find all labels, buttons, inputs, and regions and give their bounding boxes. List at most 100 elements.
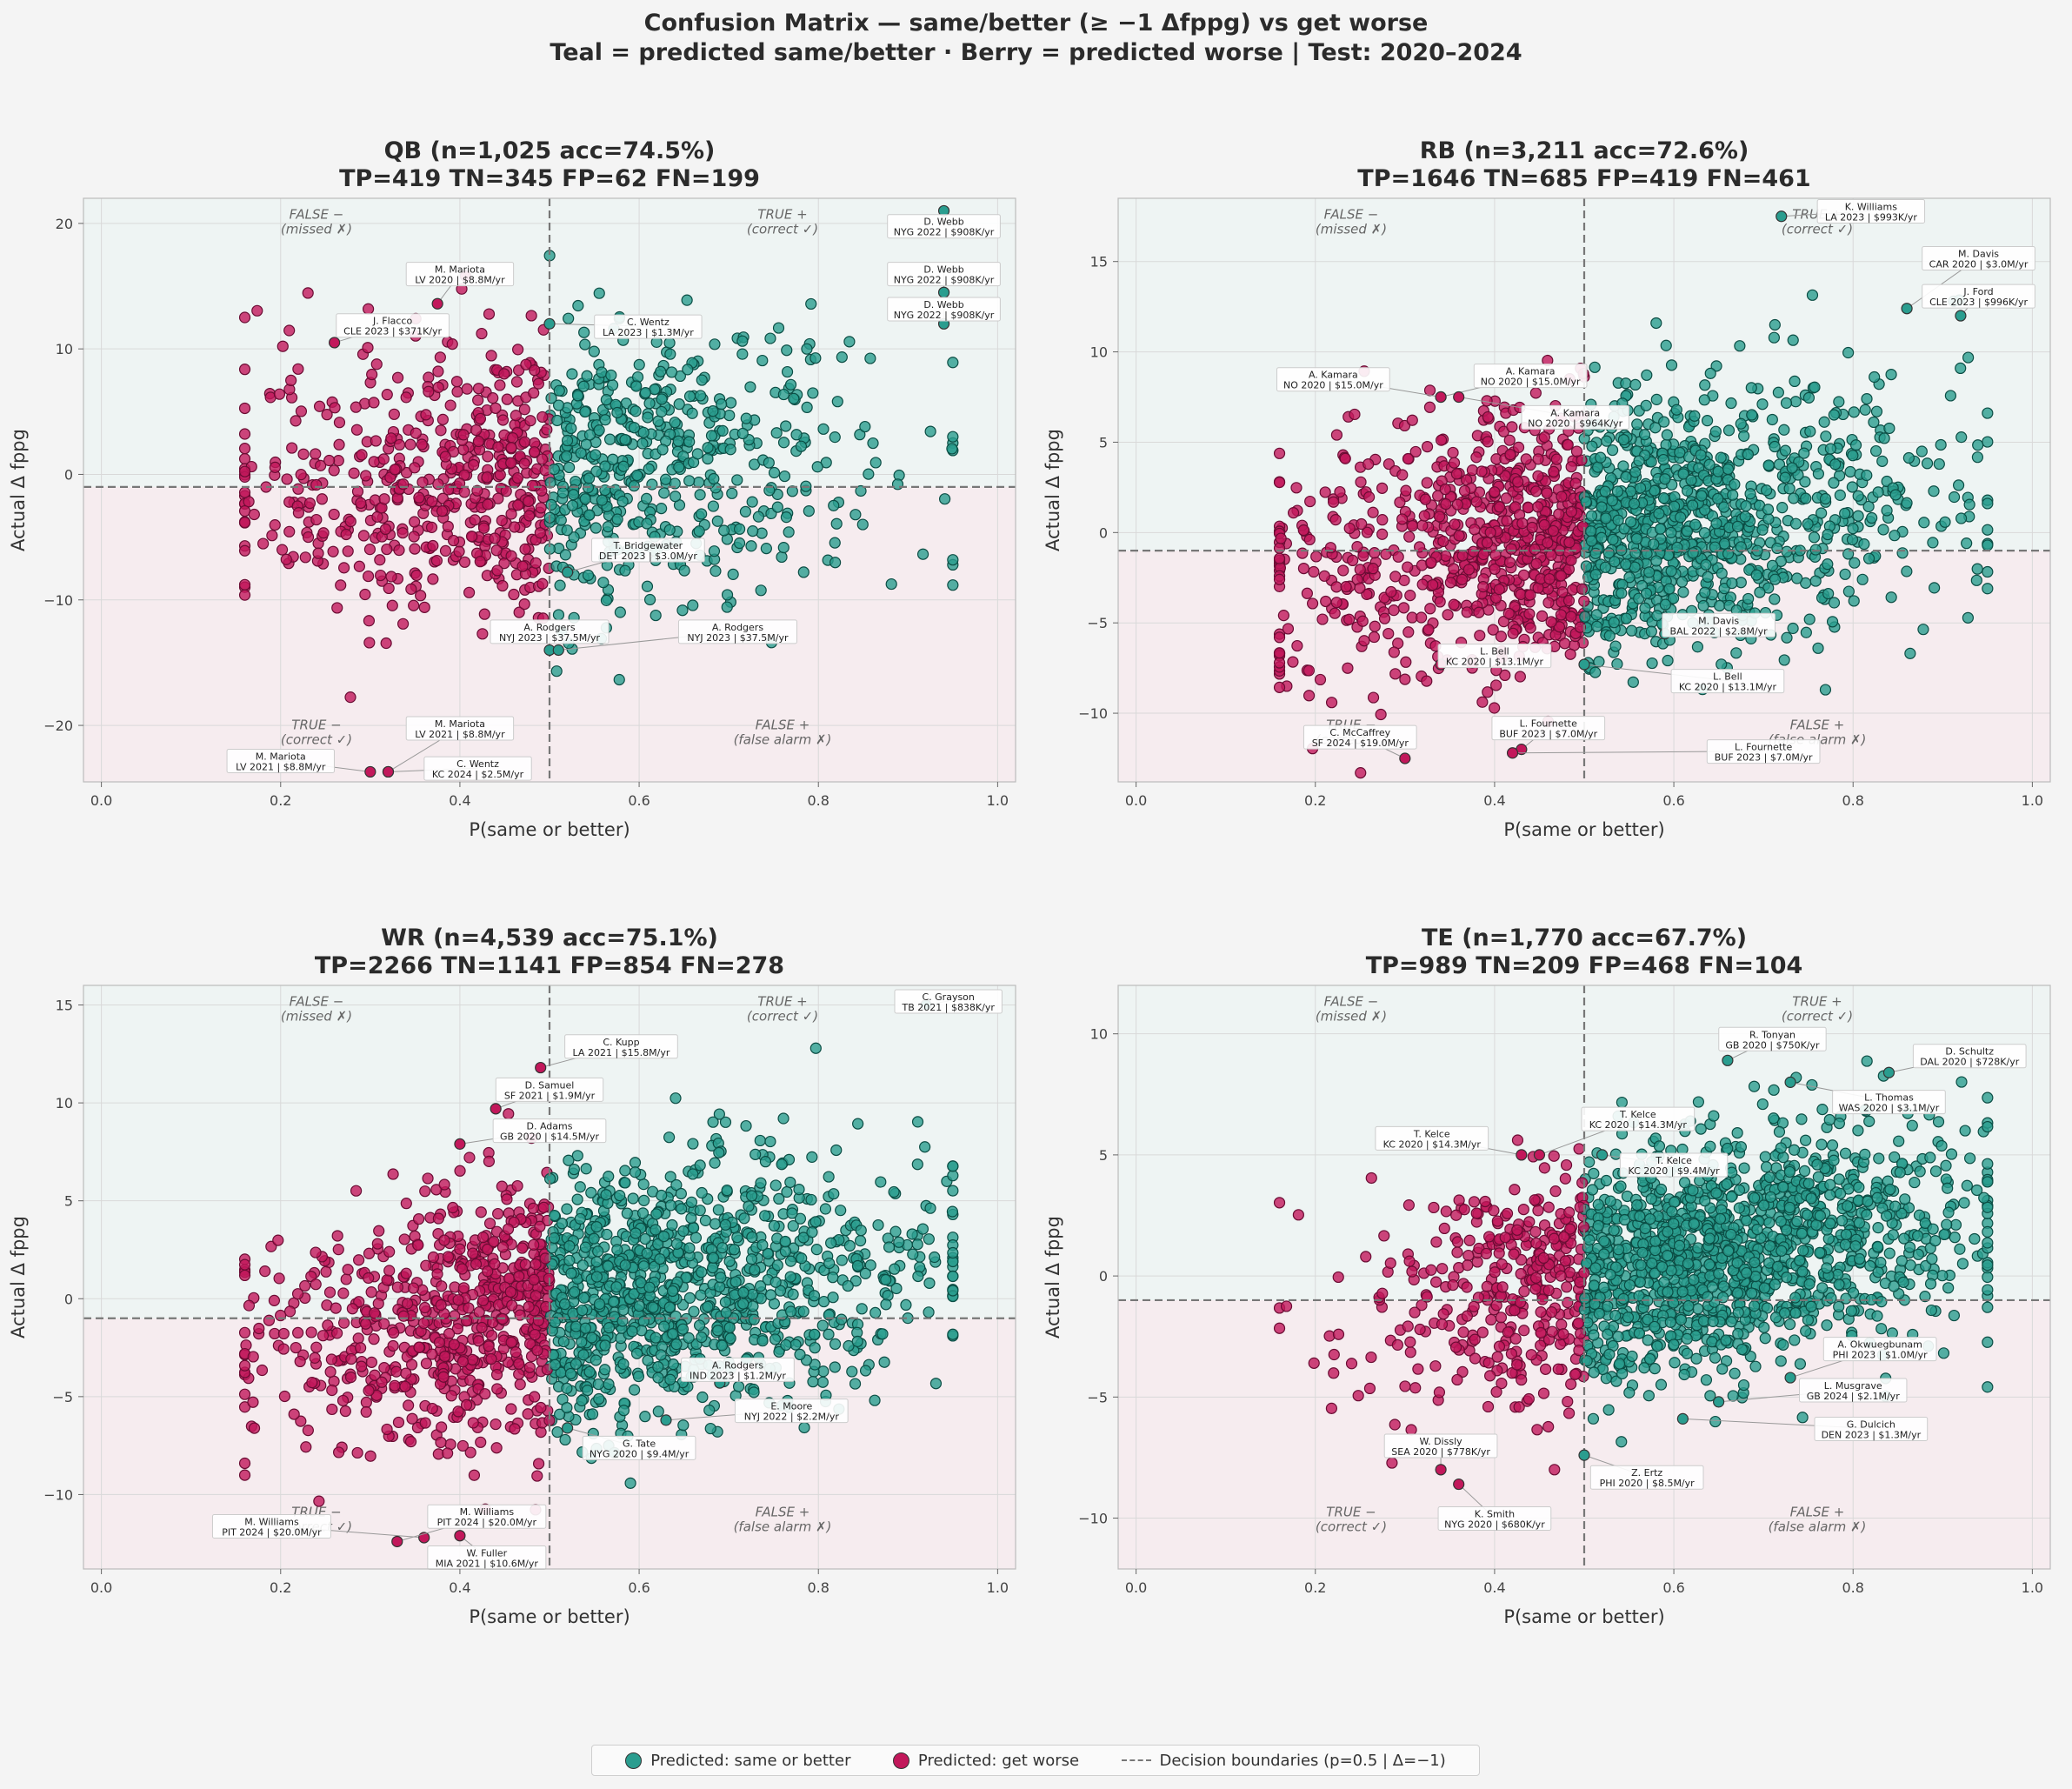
point-teal <box>836 1254 848 1266</box>
point-teal <box>747 525 759 537</box>
annotation-detail: PIT 2024 | $20.0M/yr <box>437 1517 537 1528</box>
point-berry <box>501 1193 513 1205</box>
point-berry <box>535 502 547 514</box>
quadrant-label-true-pos: (correct ✓) <box>1782 221 1853 237</box>
panel-subtitle: TP=1646 TN=685 FP=419 FN=461 <box>1357 165 1810 192</box>
point-teal <box>1599 485 1611 497</box>
point-teal <box>1734 340 1746 352</box>
annotation-name: L. Fournette <box>1520 718 1577 730</box>
point-teal <box>576 1336 588 1348</box>
point-teal <box>1648 538 1660 551</box>
point-berry <box>1273 573 1286 585</box>
point-teal <box>707 500 719 512</box>
point-berry <box>1474 630 1486 642</box>
point-berry <box>381 1274 393 1286</box>
scatter-chart: WR (n=4,539 acc=75.1%)TP=2266 TN=1141 FP… <box>8 925 1016 1627</box>
point-teal <box>1659 598 1672 611</box>
point-teal <box>1645 625 1657 637</box>
point-berry <box>518 404 530 416</box>
point-teal <box>947 554 959 566</box>
point-teal <box>755 1177 767 1189</box>
point-berry <box>492 1207 504 1220</box>
point-berry <box>342 1264 354 1276</box>
point-teal <box>1639 602 1651 614</box>
point-berry <box>374 554 386 566</box>
point-berry <box>527 1202 539 1214</box>
point-teal <box>1769 440 1781 453</box>
point-berry <box>1489 702 1501 714</box>
annotation-box <box>405 716 515 741</box>
point-teal <box>590 522 602 534</box>
point-teal <box>830 1144 843 1157</box>
y-tick-label: 5 <box>64 1193 73 1210</box>
point-berry <box>283 525 296 537</box>
annotation-box <box>226 748 335 773</box>
point-teal <box>1629 547 1642 559</box>
point-berry <box>1369 620 1381 632</box>
point-teal <box>790 429 803 441</box>
point-berry <box>1538 431 1550 444</box>
point-berry <box>1574 621 1587 633</box>
point-teal <box>1885 591 1897 604</box>
point-berry <box>387 1168 399 1180</box>
point-berry <box>259 1265 271 1278</box>
point-teal <box>599 1339 611 1352</box>
point-teal <box>734 523 746 535</box>
point-teal <box>738 1212 750 1225</box>
point-teal <box>611 1244 623 1256</box>
point-berry <box>1376 528 1389 540</box>
point-teal <box>673 398 685 411</box>
point-berry <box>377 453 390 465</box>
point-berry <box>378 493 390 505</box>
point-teal <box>574 1212 586 1225</box>
point-teal <box>793 1184 805 1196</box>
wr-panel: WR (n=4,539 acc=75.1%) TP=2266 TN=1141 FP… <box>0 918 1035 1708</box>
point-berry <box>530 557 542 569</box>
point-teal <box>748 1313 760 1325</box>
point-teal <box>1982 565 1994 578</box>
point-teal <box>630 1347 643 1359</box>
point-teal <box>737 1286 750 1298</box>
point-berry <box>432 1212 444 1225</box>
point-berry <box>1356 517 1368 531</box>
point-teal <box>565 422 577 435</box>
point-teal <box>1620 377 1632 390</box>
quadrant-label-false-pos: (false alarm ✗) <box>1769 1519 1867 1535</box>
point-berry <box>1476 465 1488 477</box>
point-berry <box>1421 675 1433 687</box>
point-berry <box>243 1299 256 1312</box>
point-berry <box>523 510 536 522</box>
point-teal <box>1776 502 1789 514</box>
point-teal <box>1901 565 1913 577</box>
point-berry <box>477 1294 490 1306</box>
point-teal <box>549 1209 561 1222</box>
point-berry <box>1329 607 1341 619</box>
point-teal <box>1982 583 1994 595</box>
point-teal <box>545 498 557 511</box>
point-berry <box>1402 626 1415 638</box>
point-berry <box>331 602 343 614</box>
panel-subtitle: TP=2266 TN=1141 FP=854 FN=278 <box>315 952 784 979</box>
point-berry <box>273 1272 285 1285</box>
annotation-box <box>582 1435 696 1460</box>
point-berry <box>407 1282 420 1294</box>
point-teal <box>629 1157 642 1169</box>
point-berry <box>360 470 372 482</box>
point-teal <box>619 1165 631 1177</box>
point-teal <box>1590 609 1602 621</box>
point-teal <box>768 1219 780 1232</box>
point-berry <box>256 1364 269 1377</box>
point-teal <box>554 579 566 591</box>
point-berry <box>325 1353 337 1365</box>
y-tick-label: 0 <box>64 1291 73 1307</box>
point-teal <box>828 499 840 511</box>
point-berry <box>443 484 455 496</box>
point-teal <box>693 1319 706 1332</box>
point-berry <box>360 1396 372 1409</box>
point-teal <box>678 564 690 577</box>
point-berry <box>523 1300 535 1313</box>
